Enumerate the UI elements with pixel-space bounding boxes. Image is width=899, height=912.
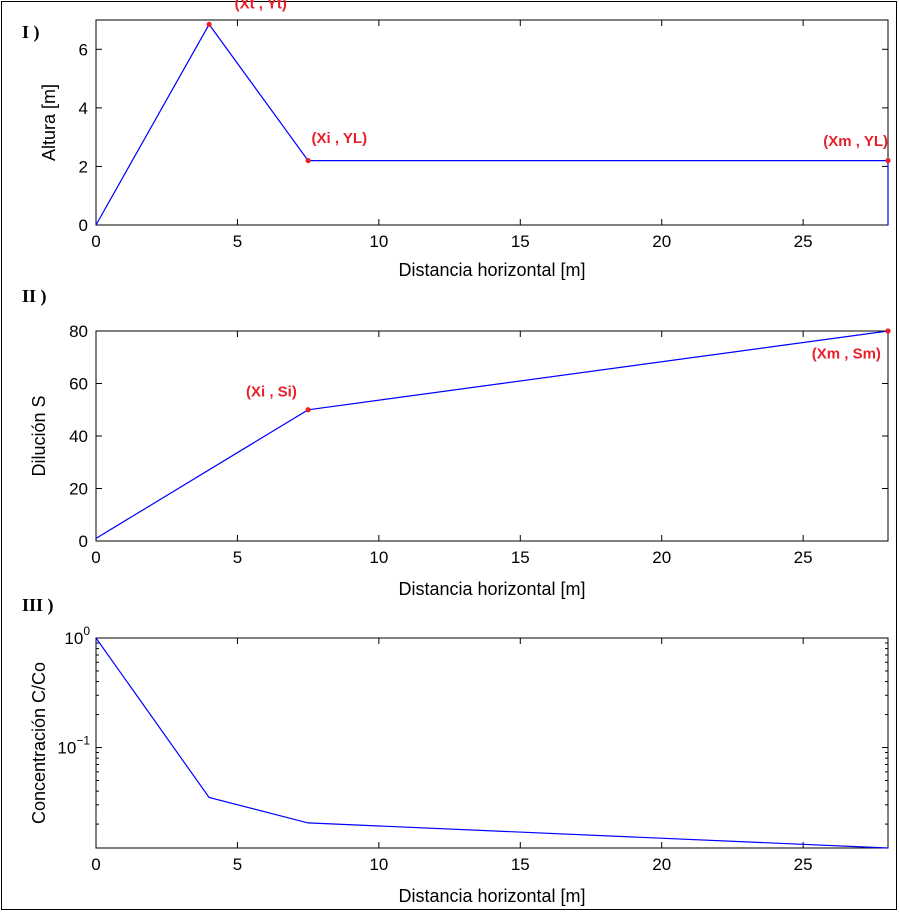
panel-1-xtick-label: 15 bbox=[511, 232, 530, 251]
panel-2-axes-box bbox=[95, 330, 889, 542]
panel-2-ytick-label: 20 bbox=[69, 480, 88, 499]
panel-3-axes-box bbox=[95, 637, 889, 849]
panel-2-point-label: (Xi , Si) bbox=[246, 384, 297, 401]
panel-3-xtick-label: 5 bbox=[233, 855, 242, 874]
panel-2-y-axis-label: Dilución S bbox=[29, 395, 49, 476]
panel-1-ytick-label: 2 bbox=[79, 157, 88, 176]
panel-1-point-label: (Xi , YL) bbox=[312, 130, 368, 147]
panel-1-x-axis-label: Distancia horizontal [m] bbox=[398, 260, 585, 280]
panel-1-xtick-label: 20 bbox=[652, 232, 671, 251]
panel-3-ytick-label: 100 bbox=[64, 624, 90, 648]
panel-1-y-axis-label: Altura [m] bbox=[39, 84, 59, 161]
panel-2-ytick-label: 40 bbox=[69, 427, 88, 446]
panel-3-ytick-label: 10−1 bbox=[57, 734, 90, 758]
panel-2-tag: II ) bbox=[22, 286, 47, 307]
panel-2-ytick-label: 60 bbox=[69, 375, 88, 394]
panel-2-xtick-label: 5 bbox=[233, 548, 242, 567]
panel-3-series-line bbox=[95, 637, 889, 849]
panel-1-axes-box bbox=[95, 19, 889, 226]
panel-1-point-marker bbox=[885, 157, 891, 164]
panel-2-point-label: (Xm , Sm) bbox=[812, 346, 881, 363]
panel-1-ytick-label: 0 bbox=[79, 216, 88, 235]
panel-2-point-marker bbox=[885, 328, 891, 334]
panel-3-x-axis-label: Distancia horizontal [m] bbox=[398, 886, 585, 906]
panel-1-xtick-label: 25 bbox=[794, 232, 813, 251]
panel-2-x-axis-label: Distancia horizontal [m] bbox=[398, 579, 585, 599]
panel-3-y-axis-label: Concentración C/Co bbox=[29, 662, 49, 824]
panel-2-xtick-label: 25 bbox=[794, 548, 813, 567]
panel-1-point-marker bbox=[206, 21, 212, 27]
panel-3-tag: III ) bbox=[22, 595, 54, 616]
panel-2-xtick-label: 0 bbox=[91, 548, 100, 567]
panel-2-ytick-label: 0 bbox=[79, 532, 88, 551]
panel-1-ytick-label: 6 bbox=[79, 40, 88, 59]
panel-2-xtick-label: 20 bbox=[652, 548, 671, 567]
panel-2-series-line bbox=[95, 330, 889, 539]
panel-1-point-marker bbox=[305, 157, 311, 164]
panel-3-xtick-label: 15 bbox=[511, 855, 530, 874]
panel-1-point-label: (Xm , YL) bbox=[823, 133, 888, 150]
panel-1-series-line bbox=[95, 23, 889, 226]
panel-1-xtick-label: 10 bbox=[369, 232, 388, 251]
panel-1-ytick-label: 4 bbox=[79, 99, 88, 118]
panel-3-xtick-label: 10 bbox=[369, 855, 388, 874]
panel-1-xtick-label: 0 bbox=[91, 232, 100, 251]
panel-2-ytick-label: 80 bbox=[69, 322, 88, 341]
panel-2-xtick-label: 15 bbox=[511, 548, 530, 567]
panel-1-xtick-label: 5 bbox=[233, 232, 242, 251]
panel-1-point-label: (Xt , Yt) bbox=[235, 0, 287, 12]
panel-2-point-marker bbox=[305, 407, 311, 413]
panel-2-xtick-label: 10 bbox=[369, 548, 388, 567]
panel-3-xtick-label: 25 bbox=[794, 855, 813, 874]
panel-3-xtick-label: 0 bbox=[91, 855, 100, 874]
panel-1-tag: I ) bbox=[22, 22, 40, 43]
panel-3-xtick-label: 20 bbox=[652, 855, 671, 874]
